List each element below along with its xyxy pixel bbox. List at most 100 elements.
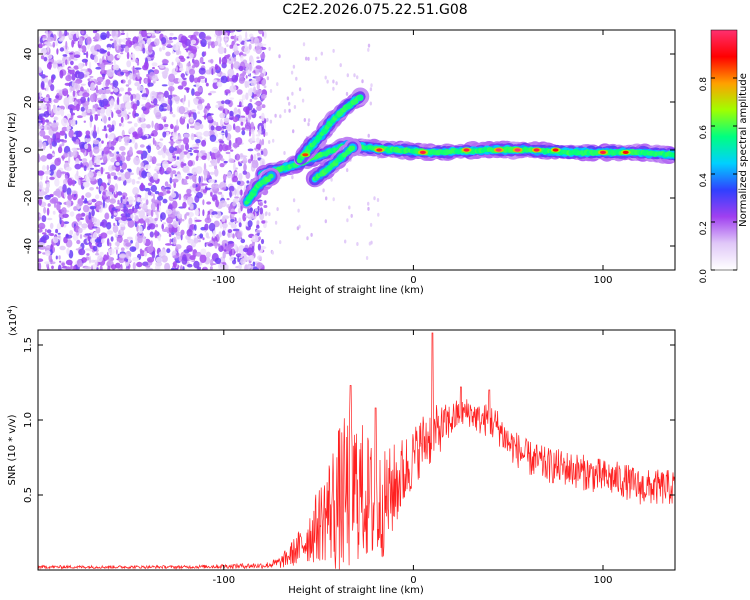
noise-speckle	[167, 43, 172, 47]
noise-speckle	[233, 50, 239, 56]
noise-speckle	[173, 181, 177, 189]
noise-speckle	[204, 242, 207, 247]
noise-speckle	[212, 197, 218, 201]
noise-speckle	[189, 240, 193, 244]
noise-speckle	[186, 123, 189, 130]
noise-speckle	[219, 112, 226, 119]
noise-speckle	[132, 257, 140, 262]
noise-speckle	[119, 87, 125, 92]
noise-speckle	[46, 266, 50, 270]
noise-speckle	[95, 194, 100, 200]
noise-speckle	[56, 48, 59, 55]
noise-speckle	[71, 179, 76, 187]
noise-speckle	[45, 30, 48, 37]
noise-speckle	[346, 168, 349, 173]
noise-speckle	[54, 157, 61, 166]
noise-speckle	[218, 106, 224, 111]
noise-speckle	[232, 116, 239, 123]
noise-speckle	[141, 30, 147, 38]
noise-speckle	[305, 56, 308, 61]
noise-speckle	[48, 61, 52, 65]
noise-speckle	[245, 92, 249, 100]
noise-speckle	[101, 129, 108, 131]
noise-speckle	[79, 234, 83, 239]
noise-speckle	[220, 75, 228, 84]
noise-speckle	[198, 182, 205, 187]
noise-speckle	[376, 198, 380, 202]
noise-speckle	[238, 172, 243, 181]
noise-speckle	[168, 141, 176, 144]
noise-speckle	[45, 75, 48, 78]
noise-speckle	[165, 51, 171, 57]
noise-speckle	[228, 221, 234, 226]
noise-speckle	[177, 85, 184, 90]
noise-speckle	[94, 114, 99, 121]
noise-speckle	[223, 47, 227, 54]
noise-speckle	[89, 187, 94, 191]
noise-speckle	[251, 235, 259, 243]
noise-speckle	[194, 91, 201, 97]
noise-speckle	[214, 184, 222, 189]
noise-speckle	[203, 168, 208, 176]
noise-speckle	[198, 31, 206, 40]
noise-speckle	[188, 68, 196, 76]
noise-speckle	[121, 196, 128, 205]
noise-speckle	[274, 113, 277, 118]
noise-speckle	[172, 207, 176, 216]
noise-speckle	[258, 30, 264, 35]
noise-speckle	[82, 92, 90, 98]
noise-speckle	[135, 193, 138, 202]
noise-speckle	[93, 155, 101, 164]
noise-speckle	[172, 100, 175, 103]
noise-speckle	[251, 109, 257, 114]
noise-speckle	[96, 186, 99, 190]
noise-speckle	[212, 79, 218, 83]
noise-speckle	[127, 219, 135, 228]
noise-speckle	[125, 242, 132, 247]
noise-speckle	[226, 231, 233, 238]
noise-speckle	[65, 266, 71, 270]
noise-speckle	[238, 245, 245, 254]
noise-speckle	[219, 140, 225, 144]
noise-speckle	[103, 86, 110, 89]
noise-speckle	[356, 75, 359, 80]
noise-speckle	[230, 35, 235, 40]
noise-speckle	[261, 43, 267, 46]
noise-speckle	[46, 175, 49, 181]
noise-speckle	[126, 218, 133, 221]
noise-speckle	[232, 228, 240, 232]
noise-speckle	[108, 134, 115, 140]
noise-speckle	[146, 145, 151, 150]
noise-speckle	[162, 160, 169, 169]
noise-speckle	[256, 76, 259, 85]
noise-speckle	[172, 188, 174, 195]
noise-speckle	[187, 160, 193, 167]
noise-speckle	[46, 181, 50, 189]
noise-speckle	[68, 156, 71, 164]
noise-speckle	[240, 258, 246, 265]
noise-speckle	[225, 129, 228, 138]
noise-speckle	[235, 253, 242, 258]
noise-speckle	[38, 198, 42, 206]
noise-speckle	[103, 254, 108, 262]
noise-speckle	[38, 113, 47, 117]
noise-speckle	[242, 247, 249, 253]
noise-speckle	[224, 99, 231, 105]
noise-speckle	[80, 177, 83, 186]
noise-speckle	[45, 119, 49, 123]
noise-speckle	[245, 31, 248, 40]
y-tick-label: 1.0	[23, 412, 34, 428]
noise-speckle	[142, 261, 149, 267]
noise-speckle	[38, 120, 44, 123]
noise-speckle	[234, 188, 237, 196]
noise-speckle	[94, 253, 100, 256]
noise-speckle	[201, 183, 208, 186]
noise-speckle	[38, 72, 43, 75]
noise-speckle	[204, 36, 212, 40]
noise-speckle	[117, 191, 123, 196]
noise-speckle	[49, 164, 57, 171]
noise-speckle	[46, 36, 54, 42]
noise-speckle	[105, 133, 108, 139]
noise-speckle	[62, 54, 68, 57]
spectrogram-plot	[38, 30, 675, 270]
